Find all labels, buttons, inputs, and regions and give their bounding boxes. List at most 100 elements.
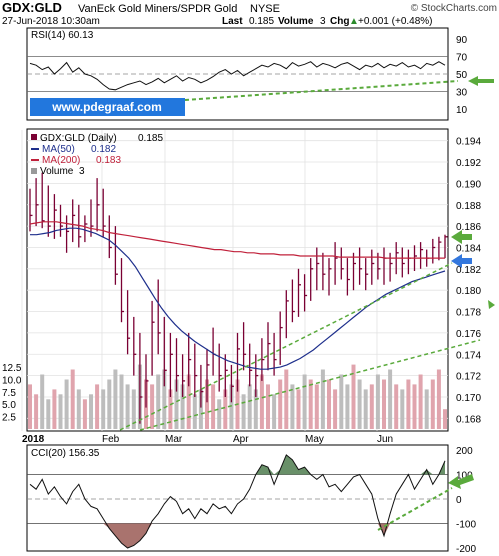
cci-right-arrow	[448, 474, 474, 489]
price-tick-label: 0.176	[456, 329, 481, 340]
legend-ma200-value: 0.183	[96, 155, 121, 166]
rsi-line	[29, 61, 446, 91]
price-panel: 0.168 0.170 0.172 0.174 0.176 0.178 0.180 0.182…	[2, 128, 495, 445]
volume-tick-label: 7.5	[2, 388, 16, 399]
volume-bar	[382, 379, 386, 429]
volume-bar	[320, 369, 325, 429]
legend-price-name: GDX:GLD (Daily)	[40, 133, 117, 144]
volume-bar	[76, 389, 81, 429]
volume-bar	[241, 394, 246, 429]
cci-trendline	[377, 487, 453, 531]
volume-bar	[430, 379, 435, 429]
volume-bar	[156, 374, 161, 429]
volume-bar	[58, 394, 63, 429]
price-tick-label: 0.178	[456, 308, 481, 319]
price-tick-label: 0.172	[456, 372, 481, 383]
legend-volume-swatch	[31, 168, 37, 174]
volume-bar	[369, 384, 374, 429]
volume-bar	[180, 384, 185, 429]
volume-tick-label: 10.0	[2, 375, 22, 386]
x-axis-label: Apr	[233, 434, 249, 445]
header-chg-arrow: ▲	[349, 16, 359, 27]
watermark-text: www.pdegraaf.com	[51, 100, 162, 114]
volume-bar	[259, 374, 264, 429]
header-chg-value: +0.001 (+0.48%)	[358, 16, 433, 27]
rsi-legend: RSI(14) 60.13	[31, 30, 94, 41]
volume-bar	[46, 399, 51, 429]
volume-bar	[302, 374, 307, 429]
volume-bar	[284, 369, 289, 429]
volume-bar	[327, 379, 331, 429]
price-legend: GDX:GLD (Daily) 0.185 MA(50) 0.182 MA(20…	[31, 133, 163, 177]
cci-panel: -200 -100 0 100 200 CCI(20) 156.35	[26, 444, 476, 555]
x-axis-label: Mar	[165, 434, 183, 445]
volume-bar	[339, 374, 344, 429]
volume-bar	[266, 384, 270, 429]
price-tick-label: 0.194	[456, 137, 481, 148]
rsi-tick-label: 70	[456, 52, 468, 63]
price-trendline-steep	[119, 262, 453, 431]
rsi-tick-label: 30	[456, 88, 468, 99]
volume-bar	[388, 369, 393, 429]
volume-bar	[253, 389, 258, 429]
volume-bar	[217, 399, 222, 429]
volume-bar	[443, 409, 447, 429]
volume-bar	[64, 379, 69, 429]
volume-bar	[205, 379, 209, 429]
rsi-tick-label: 10	[456, 105, 468, 116]
volume-bar	[418, 374, 423, 429]
volume-bar	[95, 384, 100, 429]
volume-bar	[400, 389, 405, 429]
header-volume-value: 3	[320, 16, 326, 27]
rsi-right-arrow	[468, 76, 494, 86]
x-axis-label: May	[305, 434, 324, 445]
price-tick-label: 0.190	[456, 179, 481, 190]
cci-tick-label: 100	[456, 471, 473, 482]
volume-bar	[34, 394, 39, 429]
watermark-box	[30, 98, 185, 116]
volume-bar	[107, 379, 112, 429]
volume-bar	[229, 384, 234, 429]
volume-bar	[168, 389, 173, 429]
volume-bar	[345, 384, 350, 429]
volume-bar	[82, 399, 87, 429]
price-trendline-shallow	[139, 339, 481, 431]
volume-tick-label: 12.5	[2, 363, 22, 374]
legend-price-value: 0.185	[138, 133, 163, 144]
rsi-panel: 10 30 50 70 90 RSI(14) 60.13 www.pdegraaf.co…	[26, 27, 494, 121]
price-ticks: 0.168 0.170 0.172 0.174 0.176 0.178 0.180 0.182…	[456, 137, 481, 426]
volume-bar	[278, 379, 283, 429]
x-axis-label: Jun	[377, 434, 393, 445]
cci-frame	[26, 444, 449, 552]
volume-bar	[40, 374, 45, 429]
price-tick-label: 0.186	[456, 222, 481, 233]
volume-bar	[174, 379, 179, 429]
volume-bar	[394, 384, 399, 429]
header-name: VanEck Gold Miners/SPDR Gold	[78, 3, 237, 15]
volume-bar	[357, 379, 362, 429]
header-symbol: GDX:GLD	[2, 0, 62, 15]
legend-ma200-name: MA(200)	[42, 155, 80, 166]
volume-bar	[351, 364, 356, 429]
volume-bar	[375, 374, 380, 429]
cci-tick-label: 0	[456, 495, 462, 506]
volume-bar	[131, 389, 136, 429]
volume-bar	[412, 384, 417, 429]
volume-bar	[28, 384, 32, 429]
legend-ma50-name: MA(50)	[42, 144, 75, 155]
header-last-value: 0.185	[249, 16, 274, 27]
volume-bar	[52, 389, 57, 429]
volume-bar	[101, 389, 106, 429]
price-tick-label: 0.174	[456, 350, 481, 361]
x-axis-labels: 2018 Feb Mar Apr May Jun	[22, 434, 393, 445]
cci-line	[29, 454, 446, 549]
volume-bar	[308, 379, 313, 429]
volume-bar	[272, 394, 277, 429]
volume-bar	[247, 384, 252, 429]
volume-bar	[70, 369, 75, 429]
header-exchange: NYSE	[250, 3, 280, 15]
price-tick-label: 0.170	[456, 393, 481, 404]
volume-tick-label: 2.5	[2, 413, 16, 424]
volume-bar	[363, 389, 368, 429]
cci-legend: CCI(20) 156.35	[31, 448, 100, 459]
